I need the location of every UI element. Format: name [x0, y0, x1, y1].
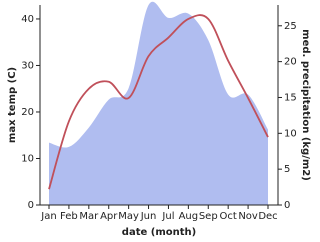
y2-tick-label: 5: [284, 164, 290, 175]
y2-tick-label: 0: [284, 200, 290, 211]
y2-axis-label: med. precipitation (kg/m2): [300, 29, 311, 181]
y-tick-label: 0: [28, 200, 34, 211]
y2-tick-label: 10: [284, 128, 297, 139]
x-tick-label: Jun: [140, 211, 157, 222]
x-tick-label: Apr: [100, 211, 118, 222]
x-tick-label: Nov: [238, 211, 258, 222]
precipitation-area: [49, 1, 268, 205]
x-tick-label: Dec: [258, 211, 277, 222]
x-tick-label: Mar: [79, 211, 99, 222]
x-tick-label: Oct: [220, 211, 237, 222]
x-tick-label: Feb: [60, 211, 78, 222]
y2-tick-label: 15: [284, 92, 297, 103]
x-tick-label: Aug: [179, 211, 199, 222]
y-tick-label: 30: [21, 60, 34, 71]
x-axis-label: date (month): [122, 227, 196, 238]
x-tick-label: Jan: [40, 211, 56, 222]
x-tick-label: Sep: [199, 211, 218, 222]
y-tick-label: 20: [21, 107, 34, 118]
temp-line: [48, 14, 269, 190]
x-tick-label: May: [118, 211, 139, 222]
y-tick-label: 10: [21, 153, 34, 164]
y-axis-label: max temp (C): [7, 67, 18, 143]
y-tick-label: 40: [21, 14, 34, 25]
x-tick-label: Jul: [161, 211, 174, 222]
y2-tick-label: 25: [284, 21, 297, 32]
y2-tick-label: 20: [284, 57, 297, 68]
